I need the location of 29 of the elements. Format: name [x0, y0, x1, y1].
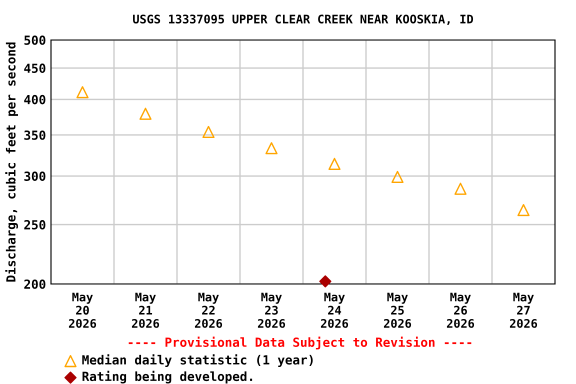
point [202, 126, 215, 138]
y-axis-title: Discharge, cubic feet per second [5, 42, 18, 282]
point [76, 86, 89, 98]
y-tick-label: 400 [24, 94, 46, 104]
y-tick-label: 250 [24, 220, 46, 230]
x-tick-label: May 26 2026 [446, 292, 474, 328]
x-tick-label: May 24 2026 [320, 292, 348, 328]
point [328, 158, 341, 170]
y-tick-label: 300 [24, 172, 46, 181]
x-tick-label: May 22 2026 [194, 292, 222, 328]
point [319, 275, 332, 288]
point [265, 142, 278, 154]
chart-title: USGS 13337095 UPPER CLEAR CREEK NEAR KOOSKIA, ID [133, 14, 474, 25]
x-tick-label: May 23 2026 [258, 292, 286, 328]
x-tick-label: May 20 2026 [68, 292, 96, 328]
point [517, 204, 530, 216]
x-tick-label: May 21 2026 [132, 292, 160, 328]
point [139, 108, 152, 120]
point [391, 170, 404, 183]
y-tick-label: 350 [24, 130, 46, 140]
y-tick-label: 200 [24, 279, 46, 289]
text: ---- Provisional Data Subject to Revision ---- [128, 336, 472, 350]
point [454, 182, 467, 195]
y-tick-label: 500 [24, 35, 46, 45]
y-tick-label: 450 [24, 64, 46, 73]
legend-label: Median daily statistic (1 year) [82, 354, 313, 367]
x-tick-label: May 27 2026 [510, 292, 538, 328]
x-tick-label: May 25 2026 [384, 292, 412, 328]
legend-label: Rating being developed. [82, 370, 252, 384]
